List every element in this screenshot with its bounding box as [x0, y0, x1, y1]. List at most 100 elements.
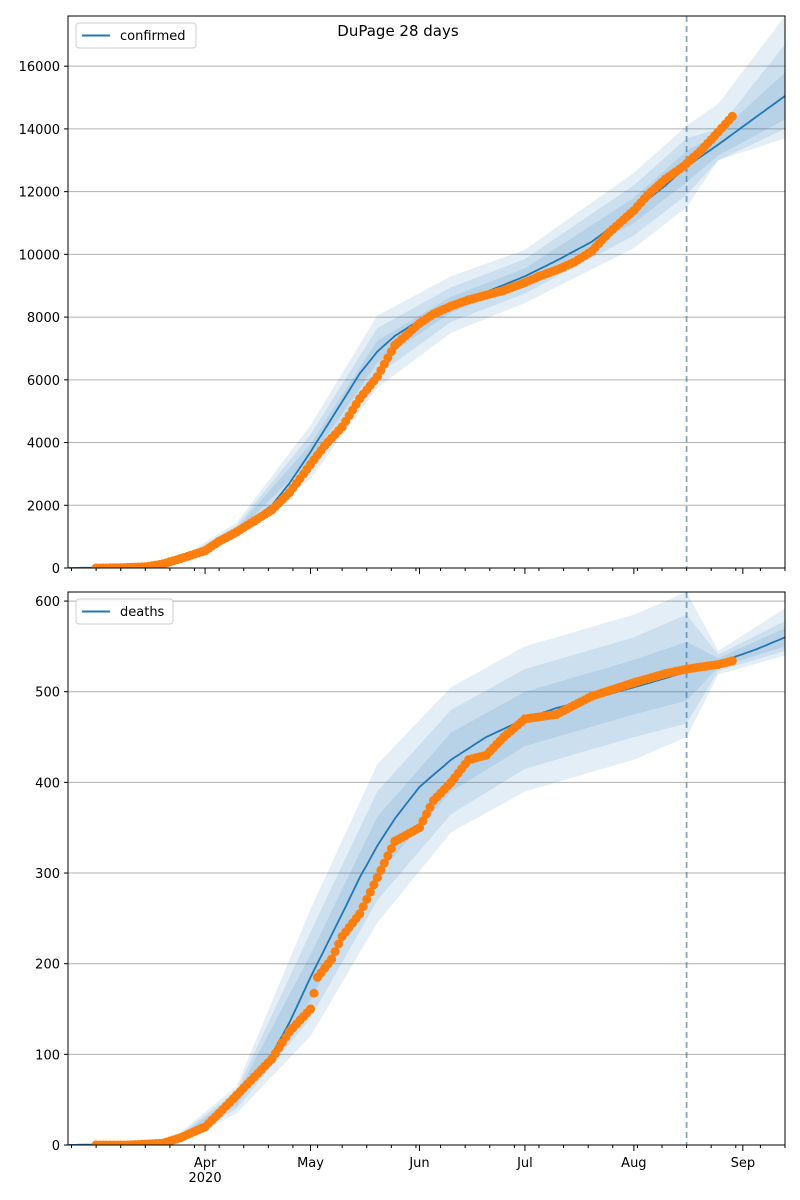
y-tick-label: 0 — [52, 562, 60, 577]
observed-anchor-point — [327, 954, 337, 964]
observed-anchor-point — [176, 1133, 185, 1143]
uncertainty-band-outer — [180, 592, 785, 1144]
observed-anchor-point — [661, 669, 670, 679]
observed-anchor-point — [313, 972, 322, 982]
observed-anchor-point — [214, 536, 224, 546]
y-tick-label: 2000 — [27, 499, 60, 514]
observed-anchor-point — [158, 559, 168, 568]
observed-anchor-point — [520, 278, 530, 288]
observed-point — [425, 802, 435, 812]
observed-anchor-point — [661, 174, 670, 184]
observed-anchor-point — [587, 246, 597, 256]
observed-anchor-point — [464, 295, 474, 305]
observed-anchor-point — [232, 1090, 242, 1100]
observed-anchor-point — [91, 1140, 101, 1145]
y-tick-label: 300 — [35, 867, 60, 882]
observed-anchor-point — [713, 660, 723, 669]
observed-anchor-point — [249, 516, 259, 526]
observed-anchor-point — [520, 714, 530, 724]
legend-box — [75, 22, 197, 49]
observed-anchor-point — [604, 227, 614, 237]
y-tick-label: 400 — [35, 776, 60, 791]
x-tick-label: May — [297, 1156, 324, 1171]
plot-area — [68, 16, 785, 568]
observed-anchor-point — [481, 290, 491, 300]
x-tick-label: Jun — [408, 1156, 429, 1171]
observed-anchor-point — [643, 190, 653, 200]
observed-anchor-point — [123, 1140, 133, 1145]
observed-anchor-point — [696, 146, 706, 156]
chart-title: DuPage 28 days — [337, 22, 459, 40]
observed-anchor-point — [355, 394, 365, 404]
axes-frame — [67, 15, 786, 569]
observed-anchor-point — [284, 488, 294, 498]
observed-anchor-point — [158, 1138, 168, 1145]
observed-anchor-point — [200, 1122, 210, 1132]
confirmed-panel: 0 2000 4000 6000 8000 10000 12000 14000 16000 con… — [19, 15, 786, 577]
observed-anchor-point — [337, 422, 347, 432]
observed-point — [383, 851, 393, 861]
observed-point — [330, 947, 340, 957]
observed-anchor-point — [429, 309, 438, 319]
observed-anchor-point — [481, 750, 491, 760]
observed-anchor-point — [249, 1072, 259, 1082]
y-tick-label: 12000 — [19, 186, 60, 201]
observed-anchor-point — [140, 562, 150, 568]
observed-point — [386, 844, 396, 854]
observed-anchor-point — [713, 127, 723, 137]
observed-point — [358, 902, 368, 912]
x-tick-label: Jul — [516, 1156, 533, 1171]
observed-anchor-point — [499, 285, 509, 295]
observed-anchor-point — [415, 318, 424, 328]
observed-anchor-point — [629, 206, 639, 215]
observed-anchor-point — [176, 554, 185, 564]
x-year-label: 2020 — [189, 1171, 222, 1186]
uncertainty-band-outer — [180, 16, 785, 563]
y-tick-label: 14000 — [19, 123, 60, 138]
observed-point — [379, 858, 389, 868]
observed-anchor-point — [91, 563, 101, 568]
observed-anchor-point — [267, 1054, 277, 1064]
axes-frame — [67, 591, 786, 1146]
y-tick-label: 10000 — [19, 248, 60, 263]
observed-anchor-point — [569, 257, 579, 267]
observed-point — [365, 887, 375, 897]
y-tick-label: 600 — [35, 595, 60, 610]
legend-label: confirmed — [120, 29, 186, 44]
y-tick-label: 6000 — [27, 374, 60, 389]
observed-anchor-point — [320, 441, 330, 451]
observed-point — [376, 865, 386, 875]
observed-anchor-point — [429, 796, 438, 805]
y-tick-label: 500 — [35, 686, 60, 701]
observed-anchor-point — [284, 1027, 294, 1037]
y-tick-label: 0 — [52, 1139, 60, 1154]
y-tick-label: 100 — [35, 1048, 60, 1063]
observed-anchor-point — [306, 1004, 315, 1014]
observed-anchor-point — [415, 823, 424, 833]
x-tick-label: Apr — [194, 1156, 217, 1171]
observed-anchor-point — [355, 909, 365, 919]
observed-anchor-point — [337, 932, 347, 941]
observed-anchor-point — [678, 162, 688, 171]
observed-anchor-point — [390, 836, 400, 846]
observed-anchor-point — [372, 873, 382, 883]
plot-area — [68, 592, 785, 1145]
observed-anchor-point — [306, 460, 315, 469]
observed-anchor-point — [200, 546, 210, 556]
observed-anchor-point — [552, 265, 561, 275]
observed-point — [362, 894, 372, 904]
y-tick-label: 4000 — [27, 437, 60, 452]
observed-point — [334, 939, 344, 949]
legend-box — [75, 598, 174, 625]
x-tick-label: Aug — [621, 1156, 646, 1171]
observed-anchor-point — [727, 111, 737, 121]
observed-anchor-point — [552, 709, 561, 719]
observed-anchor-point — [629, 678, 639, 688]
observed-point — [422, 809, 431, 819]
observed-anchor-point — [372, 372, 382, 382]
y-tick-label: 200 — [35, 958, 60, 973]
observed-anchor-point — [446, 777, 456, 787]
observed-anchor-point — [534, 271, 544, 281]
